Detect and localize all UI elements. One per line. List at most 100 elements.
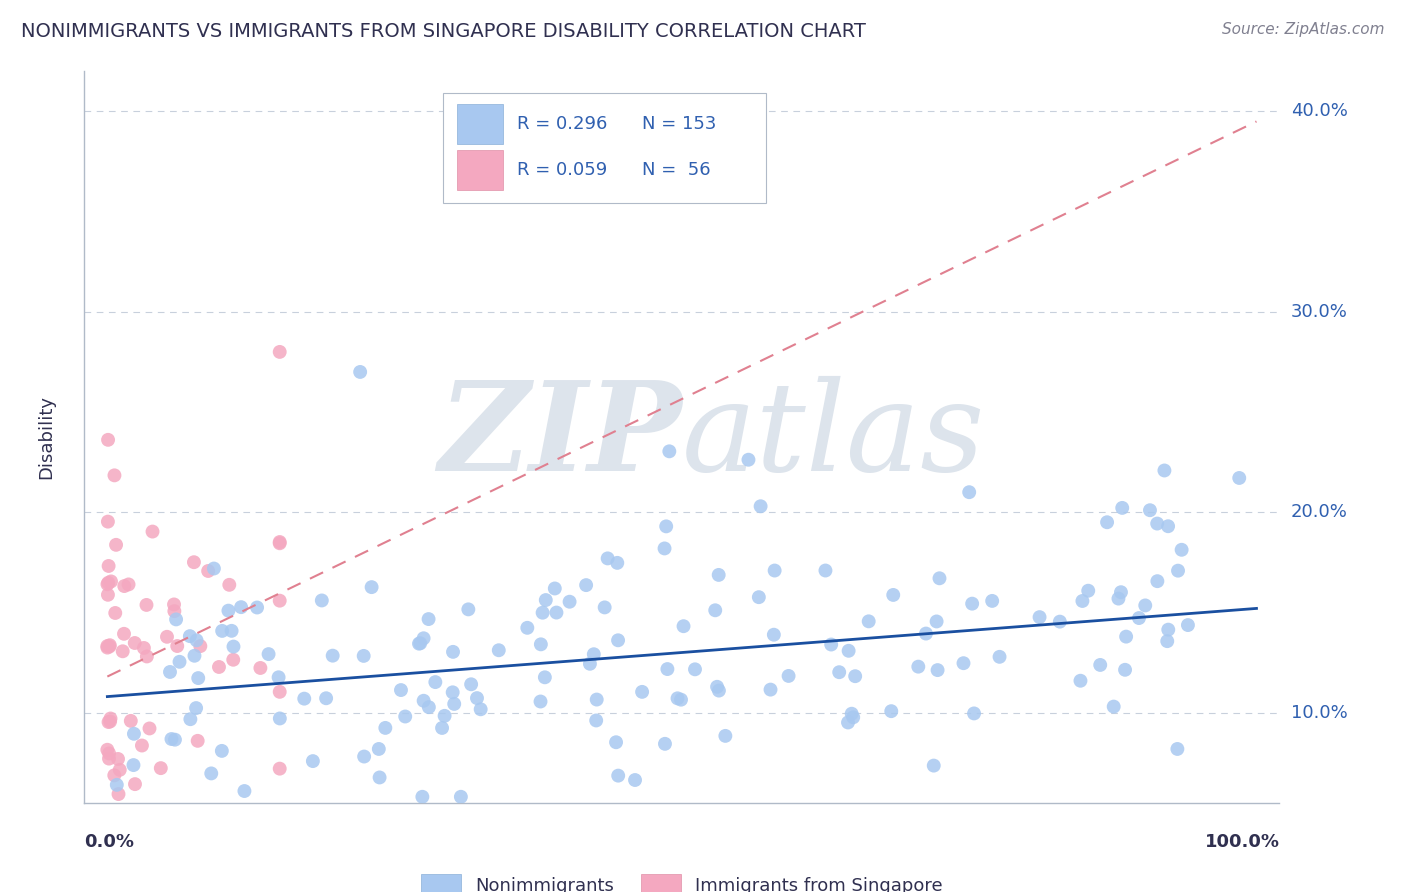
Text: ZIP: ZIP <box>439 376 682 498</box>
Text: Disability: Disability <box>37 395 55 479</box>
Point <box>1028 610 1050 624</box>
Point <box>858 615 880 629</box>
Point <box>183 555 205 569</box>
Point <box>165 612 187 626</box>
Point <box>104 606 127 620</box>
Point <box>778 669 800 683</box>
Point <box>187 734 209 748</box>
Point <box>1102 699 1125 714</box>
Point <box>269 535 291 549</box>
Point <box>360 580 382 594</box>
Point <box>197 564 219 578</box>
Point <box>218 578 240 592</box>
Point <box>105 778 128 792</box>
Point <box>221 624 243 638</box>
Point <box>315 691 337 706</box>
Point <box>470 702 492 716</box>
Point <box>97 558 120 573</box>
Point <box>880 704 903 718</box>
Point <box>96 577 118 591</box>
Point <box>246 600 269 615</box>
Point <box>683 662 706 676</box>
Point <box>132 640 155 655</box>
Point <box>269 536 291 550</box>
Point <box>952 656 974 670</box>
Point <box>111 644 134 658</box>
Point <box>200 766 222 780</box>
Point <box>585 714 607 728</box>
Point <box>103 768 125 782</box>
Point <box>655 519 678 533</box>
Point <box>433 709 456 723</box>
Point <box>112 579 135 593</box>
Point <box>882 588 904 602</box>
Point <box>529 694 551 708</box>
Point <box>412 632 434 646</box>
Point <box>138 722 160 736</box>
Point <box>925 615 948 629</box>
Point <box>762 628 785 642</box>
Text: NONIMMIGRANTS VS IMMIGRANTS FROM SINGAPORE DISABILITY CORRELATION CHART: NONIMMIGRANTS VS IMMIGRANTS FROM SINGAPO… <box>21 22 866 41</box>
Point <box>160 732 183 747</box>
Point <box>1109 585 1132 599</box>
Point <box>269 711 291 725</box>
Point <box>97 515 120 529</box>
FancyBboxPatch shape <box>457 150 503 190</box>
Point <box>1139 503 1161 517</box>
Point <box>183 648 205 663</box>
Point <box>367 742 389 756</box>
Point <box>97 588 120 602</box>
Point <box>430 721 453 735</box>
Text: N = 153: N = 153 <box>643 115 717 133</box>
Point <box>349 365 371 379</box>
Point <box>229 600 252 615</box>
Point <box>135 598 157 612</box>
Point <box>927 663 949 677</box>
Point <box>704 603 727 617</box>
Point <box>186 633 208 648</box>
Point <box>1128 611 1150 625</box>
Point <box>222 640 245 654</box>
Point <box>179 712 201 726</box>
Point <box>922 758 945 772</box>
Point <box>211 744 233 758</box>
Point <box>1049 615 1071 629</box>
Point <box>841 706 863 721</box>
Point <box>960 597 983 611</box>
Point <box>534 670 557 684</box>
Point <box>1090 657 1112 672</box>
Point <box>112 627 135 641</box>
Point <box>124 777 146 791</box>
Point <box>1114 663 1136 677</box>
Point <box>450 789 472 804</box>
Point <box>531 606 554 620</box>
Point <box>558 595 581 609</box>
Point <box>915 626 938 640</box>
Point <box>131 739 153 753</box>
Point <box>666 691 689 706</box>
Point <box>1167 564 1189 578</box>
Point <box>267 670 290 684</box>
Point <box>654 541 676 556</box>
Point <box>714 729 737 743</box>
Point <box>163 604 186 618</box>
Text: N =  56: N = 56 <box>643 161 711 179</box>
Point <box>963 706 986 721</box>
Point <box>837 715 859 730</box>
Point <box>441 685 464 699</box>
Text: 40.0%: 40.0% <box>1291 103 1347 120</box>
Point <box>97 575 120 590</box>
Point <box>1095 515 1118 529</box>
Point <box>322 648 344 663</box>
Point <box>353 749 375 764</box>
Point <box>606 556 628 570</box>
Point <box>488 643 510 657</box>
Point <box>353 648 375 663</box>
Point <box>1146 574 1168 589</box>
Point <box>368 771 391 785</box>
Point <box>669 692 692 706</box>
Point <box>97 433 120 447</box>
Text: R = 0.059: R = 0.059 <box>517 161 607 179</box>
Text: R = 0.296: R = 0.296 <box>517 115 607 133</box>
Point <box>814 564 837 578</box>
